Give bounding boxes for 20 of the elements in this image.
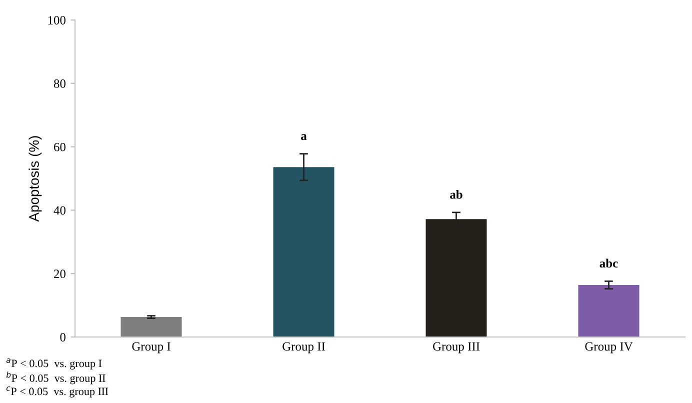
- y-tick-label: 60: [54, 142, 66, 152]
- x-tick-label: Group I: [132, 342, 170, 354]
- y-tick-label: 20: [54, 270, 66, 278]
- annotation: a: [301, 134, 307, 140]
- text: $^{c}$P < 0.05 vs. group III: [6, 386, 108, 398]
- y-tick-label: 100: [48, 16, 66, 24]
- bar: [120, 317, 182, 337]
- y-axis-title: Apoptosis (%): [28, 136, 42, 222]
- x-tick-label: Group III: [432, 342, 480, 354]
- x-tick-label: Group IV: [585, 342, 633, 354]
- y-tick-label: 80: [54, 79, 66, 88]
- x-tick-label: Group II: [282, 342, 326, 354]
- text: $^{b}$P < 0.05 vs. group II: [6, 372, 106, 384]
- bar: [273, 167, 334, 337]
- bar: [578, 285, 640, 337]
- y-tick-label: 40: [54, 206, 66, 215]
- annotation: ab: [450, 190, 462, 199]
- text: $^{a}$P < 0.05 vs. group I: [6, 358, 102, 370]
- annotation: abc: [600, 258, 618, 268]
- y-tick-label: 0: [60, 333, 66, 342]
